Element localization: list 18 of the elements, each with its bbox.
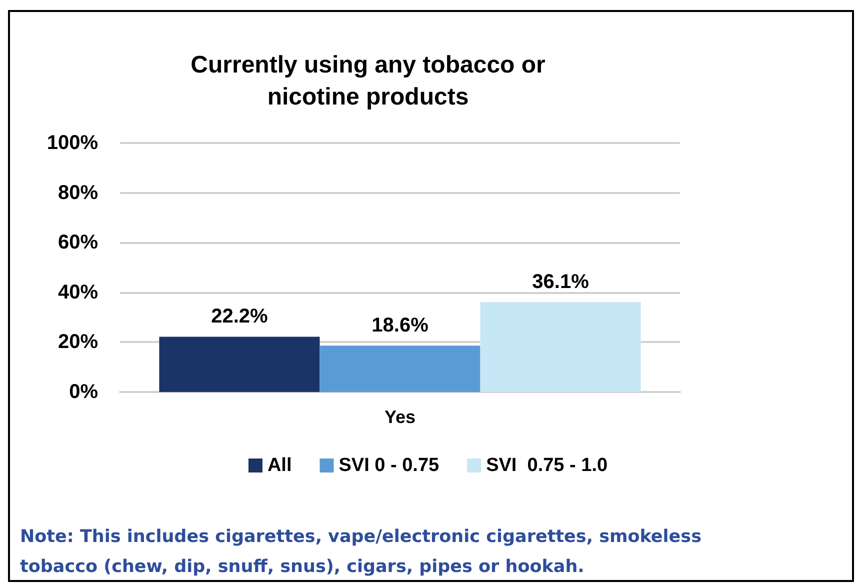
- chart-title: Currently using any tobacco or nicotine products: [190, 52, 546, 110]
- y-tick-label: 0%: [69, 381, 98, 403]
- y-tick-label: 20%: [58, 331, 98, 354]
- data-label: 22.2%: [211, 306, 268, 328]
- legend-label: SVI 0 - 0.75: [338, 455, 440, 476]
- y-tick-label: 40%: [58, 281, 98, 304]
- text: Note: This includes cigarettes, vape/electronic cigarettes, smokeless tobacco (chew, dip, snuff, snus), cigars, pipes or hookah.: [20, 526, 702, 579]
- legend-label: SVI 0.75 - 1.0: [486, 455, 608, 476]
- y-tick-label: 60%: [58, 232, 98, 254]
- bar: [159, 336, 320, 392]
- bar: [480, 302, 641, 392]
- bar: [320, 346, 480, 392]
- y-tick-label: 100%: [46, 132, 98, 154]
- data-label: 18.6%: [372, 314, 429, 337]
- legend-label: All: [267, 455, 292, 476]
- data-label: 36.1%: [532, 271, 590, 294]
- y-tick-label: 80%: [58, 182, 98, 204]
- x-tick-label: Yes: [384, 407, 416, 427]
